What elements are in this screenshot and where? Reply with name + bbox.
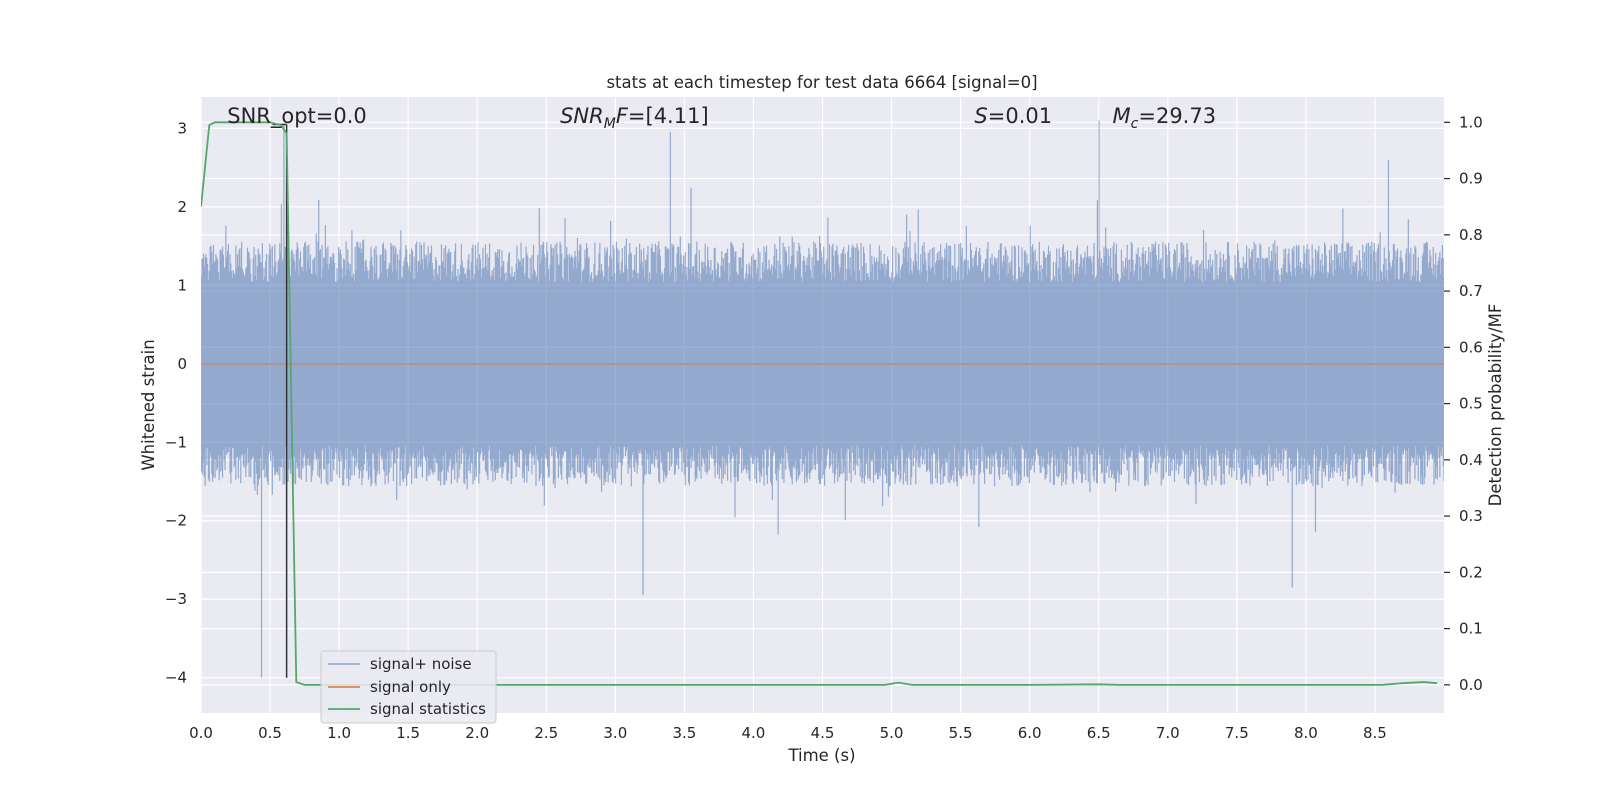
legend-label-signal-noise: signal+ noise (370, 655, 472, 673)
x-tick-label: 8.5 (1363, 724, 1387, 742)
x-tick-label: 4.5 (811, 724, 835, 742)
x-tick-label: 7.0 (1156, 724, 1180, 742)
x-axis-label: Time (s) (787, 746, 855, 765)
x-tick-label: 4.0 (742, 724, 766, 742)
legend-box (320, 650, 497, 724)
y-axis-label: Whitened strain (139, 339, 158, 470)
x-tick-label: 3.0 (603, 724, 627, 742)
y-axis-ticks: −4 −3 −2 −1 0 1 2 3 (165, 119, 187, 686)
annotation: SNR_opt=0.0 (227, 104, 367, 129)
x-tick-label: 1.5 (396, 724, 420, 742)
x-tick-label: 0.5 (258, 724, 282, 742)
right-axis-ticks: 0.0 0.1 0.2 0.3 0.4 0.5 0.6 0.7 0.8 0.9 1.0 (1444, 113, 1483, 694)
y-tick-label: −4 (165, 669, 187, 687)
y-tick-label: 2 (177, 198, 187, 216)
signal-noise-line (201, 120, 1444, 678)
annotation: SNRMF=[4.11] (560, 104, 709, 132)
right-tick-label: 0.9 (1459, 170, 1483, 188)
signal-statistics-line (201, 121, 1438, 686)
right-tick-label: 0.3 (1459, 507, 1483, 525)
signal-noise-series (201, 120, 1444, 678)
y-tick-label: −2 (165, 512, 187, 530)
annotation: Mc=29.73 (1113, 104, 1217, 132)
right-tick-label: 0.7 (1459, 282, 1483, 300)
x-tick-label: 0.0 (189, 724, 213, 742)
right-tick-label: 0.5 (1459, 395, 1483, 413)
x-tick-label: 3.5 (672, 724, 696, 742)
y-tick-label: 3 (177, 119, 187, 137)
annotations: SNR_opt=0.0 SNRMF=[4.11] S=0.01 Mc=29.73 (227, 104, 1216, 132)
annotation: S=0.01 (974, 104, 1052, 128)
right-axis-label: Detection probability/MF (1486, 304, 1505, 507)
right-tick-label: 0.0 (1459, 676, 1483, 694)
x-tick-label: 6.0 (1018, 724, 1042, 742)
right-tick-label: 0.4 (1459, 451, 1483, 469)
right-tick-label: 0.1 (1459, 620, 1483, 638)
right-tick-label: 0.8 (1459, 226, 1483, 244)
x-tick-label: 7.5 (1225, 724, 1249, 742)
right-tick-label: 1.0 (1459, 113, 1483, 131)
y-tick-label: −1 (165, 433, 187, 451)
y-tick-label: 1 (177, 276, 187, 294)
x-tick-label: 5.0 (880, 724, 904, 742)
x-tick-label: 8.0 (1294, 724, 1318, 742)
x-tick-label: 2.5 (534, 724, 558, 742)
y-tick-label: −3 (165, 590, 187, 608)
legend-label-signal-statistics: signal statistics (370, 700, 486, 718)
right-tick-label: 0.6 (1459, 338, 1483, 356)
x-tick-label: 1.0 (327, 724, 351, 742)
chart-title: stats at each timestep for test data 666… (606, 73, 1037, 92)
signal-statistics-series (201, 121, 1438, 686)
x-tick-label: 2.0 (465, 724, 489, 742)
y-tick-label: 0 (177, 355, 187, 373)
plot-area (201, 120, 1444, 686)
right-tick-label: 0.2 (1459, 563, 1483, 581)
x-tick-label: 6.5 (1087, 724, 1111, 742)
legend: signal+ noise signal only signal statist… (320, 650, 497, 724)
x-axis-ticks: 0.0 0.5 1.0 1.5 2.0 2.5 3.0 3.5 4.0 4.5 5.0 5.5 6.0 6… (189, 724, 1387, 742)
legend-label-signal-only: signal only (370, 678, 451, 696)
x-tick-label: 5.5 (949, 724, 973, 742)
